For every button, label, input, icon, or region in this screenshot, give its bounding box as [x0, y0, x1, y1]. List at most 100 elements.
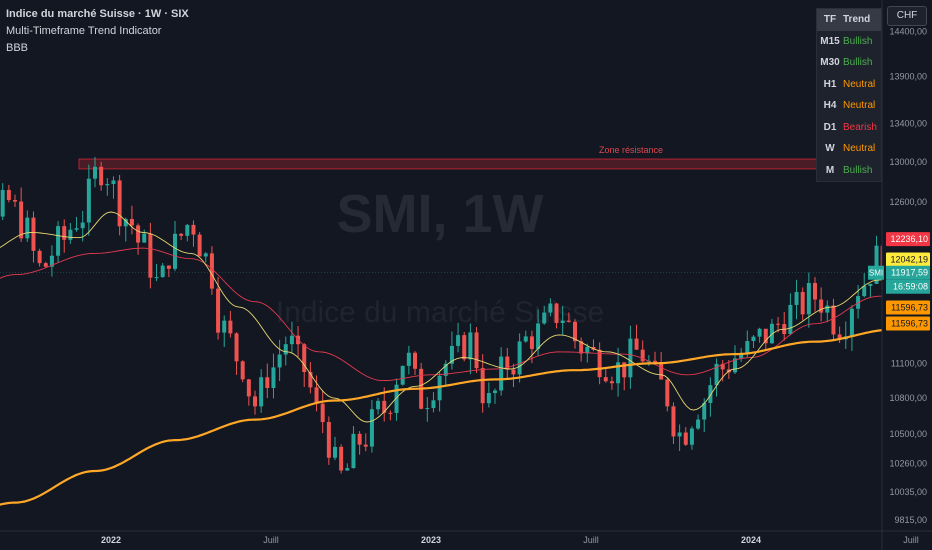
candle [394, 378, 399, 421]
candle [173, 220, 177, 272]
candle-body [413, 352, 417, 369]
candle-body [733, 358, 737, 373]
candle-body [314, 387, 319, 404]
candle-body [259, 377, 264, 407]
candle-body [185, 224, 190, 236]
price-label-text: 11596,73 [891, 303, 928, 313]
candle-body [129, 219, 134, 226]
candle [456, 322, 461, 353]
candle-body [511, 369, 516, 375]
candle-body [123, 219, 128, 227]
price-label-bg [886, 252, 930, 267]
candle [634, 324, 639, 350]
candle-body [714, 363, 719, 386]
candle [425, 396, 430, 422]
candle-body [585, 346, 590, 354]
candle-body [628, 338, 633, 378]
price-label-text: 11596,73 [891, 319, 928, 329]
candle [203, 252, 208, 263]
candle [794, 279, 799, 320]
candle-body [505, 356, 510, 370]
price-tick-label: 14400,00 [889, 27, 927, 37]
candle [529, 330, 534, 364]
candle-body [739, 354, 744, 359]
candle [671, 402, 676, 445]
candle [277, 339, 282, 382]
candle-body [345, 468, 350, 471]
candle-body [874, 245, 879, 284]
candle-body [80, 222, 85, 229]
candle [333, 436, 337, 461]
trend-row: M15 Bullish [817, 31, 881, 53]
candle-body [486, 393, 491, 404]
symbol-title[interactable]: Indice du marché Suisse · 1W · SIX [6, 8, 189, 20]
candle [769, 318, 774, 344]
candle [486, 382, 491, 408]
indicator-label[interactable]: Multi-Timeframe Trend Indicator [6, 25, 162, 37]
candle [714, 358, 719, 397]
candle [369, 400, 374, 453]
candle [868, 283, 873, 298]
candle [86, 164, 91, 236]
trend-row: H1 Neutral [817, 74, 881, 96]
candle [49, 245, 54, 277]
candle-body [653, 360, 657, 363]
candle-body [228, 320, 233, 334]
candle-body [93, 166, 97, 179]
trend-tf: D1 [823, 121, 837, 133]
candle-body [788, 304, 793, 335]
candle-body [13, 200, 17, 202]
candle-body [671, 406, 676, 437]
candle [93, 157, 97, 188]
candle [437, 372, 442, 412]
price-label: 11596,73 [886, 300, 930, 315]
resistance-label: Zone résistance [599, 145, 663, 155]
candle-body [474, 332, 479, 369]
price-tick-label: 10800,00 [889, 393, 927, 403]
candle-body [677, 432, 682, 437]
candle-body [831, 305, 836, 335]
candle [406, 345, 411, 375]
currency-button[interactable]: CHF [887, 6, 927, 26]
trend-tf: H1 [823, 78, 837, 90]
time-tick-label: Juill [263, 535, 279, 545]
candle [222, 315, 227, 347]
candle [339, 444, 344, 474]
candle [111, 176, 116, 199]
indicator-label-2[interactable]: BBB [6, 42, 29, 54]
candle [216, 277, 221, 340]
candle-body [68, 229, 73, 240]
candle-body [554, 303, 559, 323]
candle-body [757, 328, 762, 337]
candle-body [277, 354, 282, 368]
candle-body [394, 384, 399, 413]
candle-body [689, 428, 694, 445]
candle [665, 377, 670, 412]
candle-body [468, 332, 473, 360]
candle-body [462, 335, 467, 360]
candle-body [369, 409, 374, 447]
trend-row: M Bullish [817, 160, 881, 182]
price-tick-label: 12600,00 [889, 197, 927, 207]
candle [560, 305, 565, 336]
countdown-text: 16:59:08 [893, 282, 928, 292]
candle-body [160, 265, 165, 278]
candle [31, 211, 36, 263]
candle [468, 323, 473, 375]
trend-row: D1 Bearish [817, 117, 881, 139]
trend-tf: H4 [823, 100, 837, 112]
candle [6, 184, 11, 203]
candle [142, 229, 147, 243]
trend-tf: W [825, 143, 835, 155]
candle-body [37, 250, 42, 264]
candle-body [246, 379, 251, 397]
candle-body [449, 345, 454, 364]
candle-body [216, 288, 221, 333]
candle-body [166, 265, 171, 269]
candle-body [837, 334, 842, 340]
candle [191, 220, 196, 247]
candle-body [794, 291, 799, 305]
candle [351, 426, 356, 469]
candle-body [148, 233, 153, 278]
